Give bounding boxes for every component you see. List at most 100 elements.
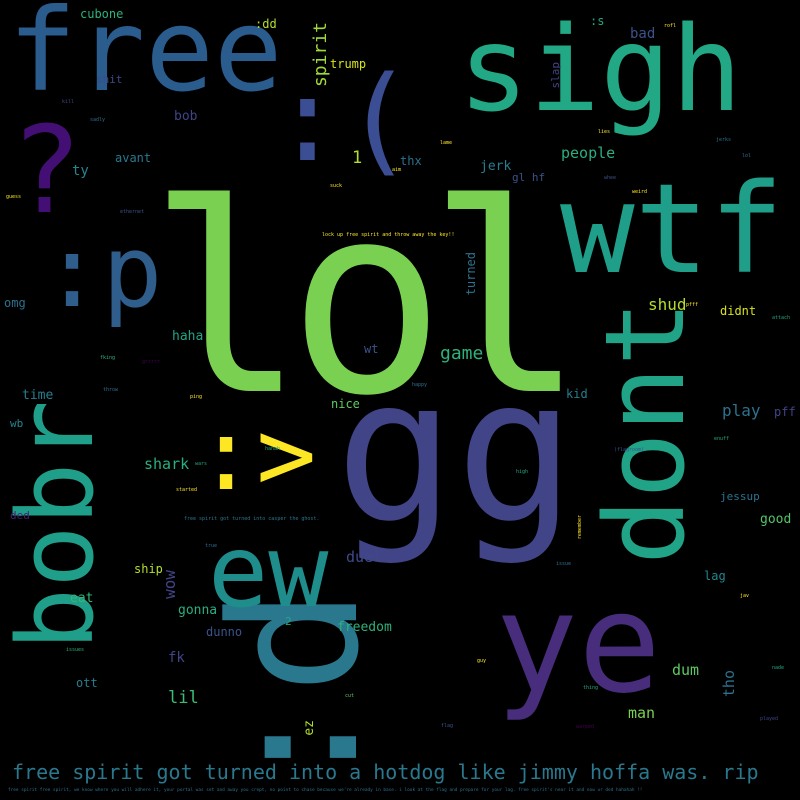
word-small: high: [516, 469, 529, 475]
word-thx: thx: [400, 154, 422, 168]
word-small: ping: [190, 394, 203, 400]
word-bad: bad: [630, 26, 656, 42]
word-ty: ty: [72, 163, 89, 179]
word-two: 2: [285, 615, 292, 628]
word-small: started: [176, 487, 198, 493]
word-freedom: freedom: [337, 620, 392, 635]
word-wtf: wtf: [560, 158, 784, 302]
word-one: 1: [352, 148, 363, 168]
word-small: weird: [632, 189, 648, 195]
word-small: (flagroom): [614, 447, 645, 453]
word-dum: dum: [672, 661, 700, 679]
word-people: people: [561, 144, 616, 162]
word-bob: bob: [174, 109, 198, 124]
word-gg: gg: [335, 335, 576, 568]
word-small: whee: [604, 175, 617, 181]
word-kid: kid: [566, 387, 588, 401]
word-ez: ez: [302, 720, 317, 736]
word-small: aim: [392, 167, 402, 173]
word-small: jerks: [716, 137, 732, 143]
word-small: lame: [440, 140, 453, 146]
word-question: ?: [10, 102, 83, 241]
word-shark: shark: [144, 455, 190, 473]
word-small: lies: [598, 129, 611, 135]
word-small: issues: [66, 647, 85, 653]
word-trump: trump: [330, 57, 367, 71]
word-game: game: [440, 343, 484, 364]
word-man: man: [628, 704, 656, 722]
word-sigh: sigh: [458, 0, 743, 138]
word-jerk: jerk: [480, 159, 512, 174]
phrase-bottom: free spirit free spirit, we know where y…: [8, 788, 643, 793]
word-small: wars: [195, 461, 208, 467]
phrase-hotdog: free spirit got turned into a hotdog lik…: [12, 760, 759, 784]
word-small: flag: [441, 723, 454, 729]
phrase-lockup: lock up free spirit and throw away the k…: [322, 232, 455, 238]
word-ew: ew: [208, 513, 329, 630]
word-omg: omg: [4, 296, 26, 310]
word-lil: lil: [168, 688, 199, 708]
word-duel: duel: [346, 548, 383, 566]
word-small: nade: [772, 665, 785, 671]
word-small: true: [205, 543, 218, 549]
word-small: warped: [576, 724, 595, 730]
word-bobr: bobr: [0, 400, 117, 651]
word-eat: eat: [70, 591, 94, 606]
word-s: :s: [590, 14, 605, 28]
word-p: :p: [42, 213, 163, 330]
word-dunno: dunno: [206, 625, 243, 639]
word-shud: shud: [648, 295, 687, 314]
word-small: issue: [556, 561, 572, 567]
word-good: good: [760, 512, 792, 527]
word-small: sadly: [90, 117, 106, 123]
word-pff: pff: [774, 405, 796, 419]
word-ott: ott: [76, 676, 98, 690]
word-ded: ded: [10, 509, 30, 522]
word-nice: nice: [331, 397, 360, 411]
word-dont: dont: [581, 300, 709, 565]
word-tho: tho: [720, 670, 738, 698]
word-fk: fk: [168, 650, 185, 666]
word-small: played: [760, 716, 779, 722]
word-jessup: jessup: [720, 490, 760, 503]
word-play: play: [722, 401, 761, 420]
word-lol: lol: [148, 148, 585, 453]
word-small: suck: [330, 183, 343, 189]
word-small: fking: [100, 355, 116, 361]
word-small: rofl: [664, 23, 677, 29]
word-gonna: gonna: [178, 603, 218, 618]
word-dd: :dd: [255, 17, 277, 31]
word-small: enuff: [714, 436, 730, 442]
word-cubone: cubone: [80, 7, 124, 21]
word-small: kill: [62, 99, 75, 105]
word-haha: haha: [172, 329, 204, 344]
word-turned: turned: [464, 252, 478, 296]
word-ship: ship: [134, 562, 163, 576]
word-small: guy: [477, 658, 487, 664]
word-small: grrrrr: [142, 359, 161, 365]
word-small: hahah: [265, 446, 281, 452]
word-small: thing: [583, 685, 599, 691]
word-glhf: gl hf: [512, 171, 546, 184]
word-free: free: [8, 0, 283, 117]
word-avant: avant: [115, 151, 152, 165]
word-spirit: spirit: [310, 22, 331, 88]
word-small: throw: [103, 387, 119, 393]
word-small: guess: [6, 194, 22, 200]
word-ye: ye: [495, 563, 662, 724]
word-small: remember: [577, 515, 583, 540]
word-time: time: [22, 388, 54, 403]
word-small: cut: [345, 693, 355, 699]
word-small: ethernet: [120, 209, 145, 215]
word-slap: slap: [549, 62, 562, 89]
word-didnt: didnt: [720, 304, 757, 318]
word-wow: wow: [160, 570, 179, 599]
word-small: jav: [740, 593, 750, 599]
word-shit: shit: [96, 73, 123, 86]
phrase-fsgt: free spirit got turned into casper the g…: [184, 516, 320, 522]
word-paren: :(: [272, 50, 415, 188]
word-lag: lag: [704, 569, 726, 583]
word-wb: wb: [10, 417, 24, 430]
word-small: lol: [742, 153, 752, 159]
word-small: attach: [772, 315, 791, 321]
